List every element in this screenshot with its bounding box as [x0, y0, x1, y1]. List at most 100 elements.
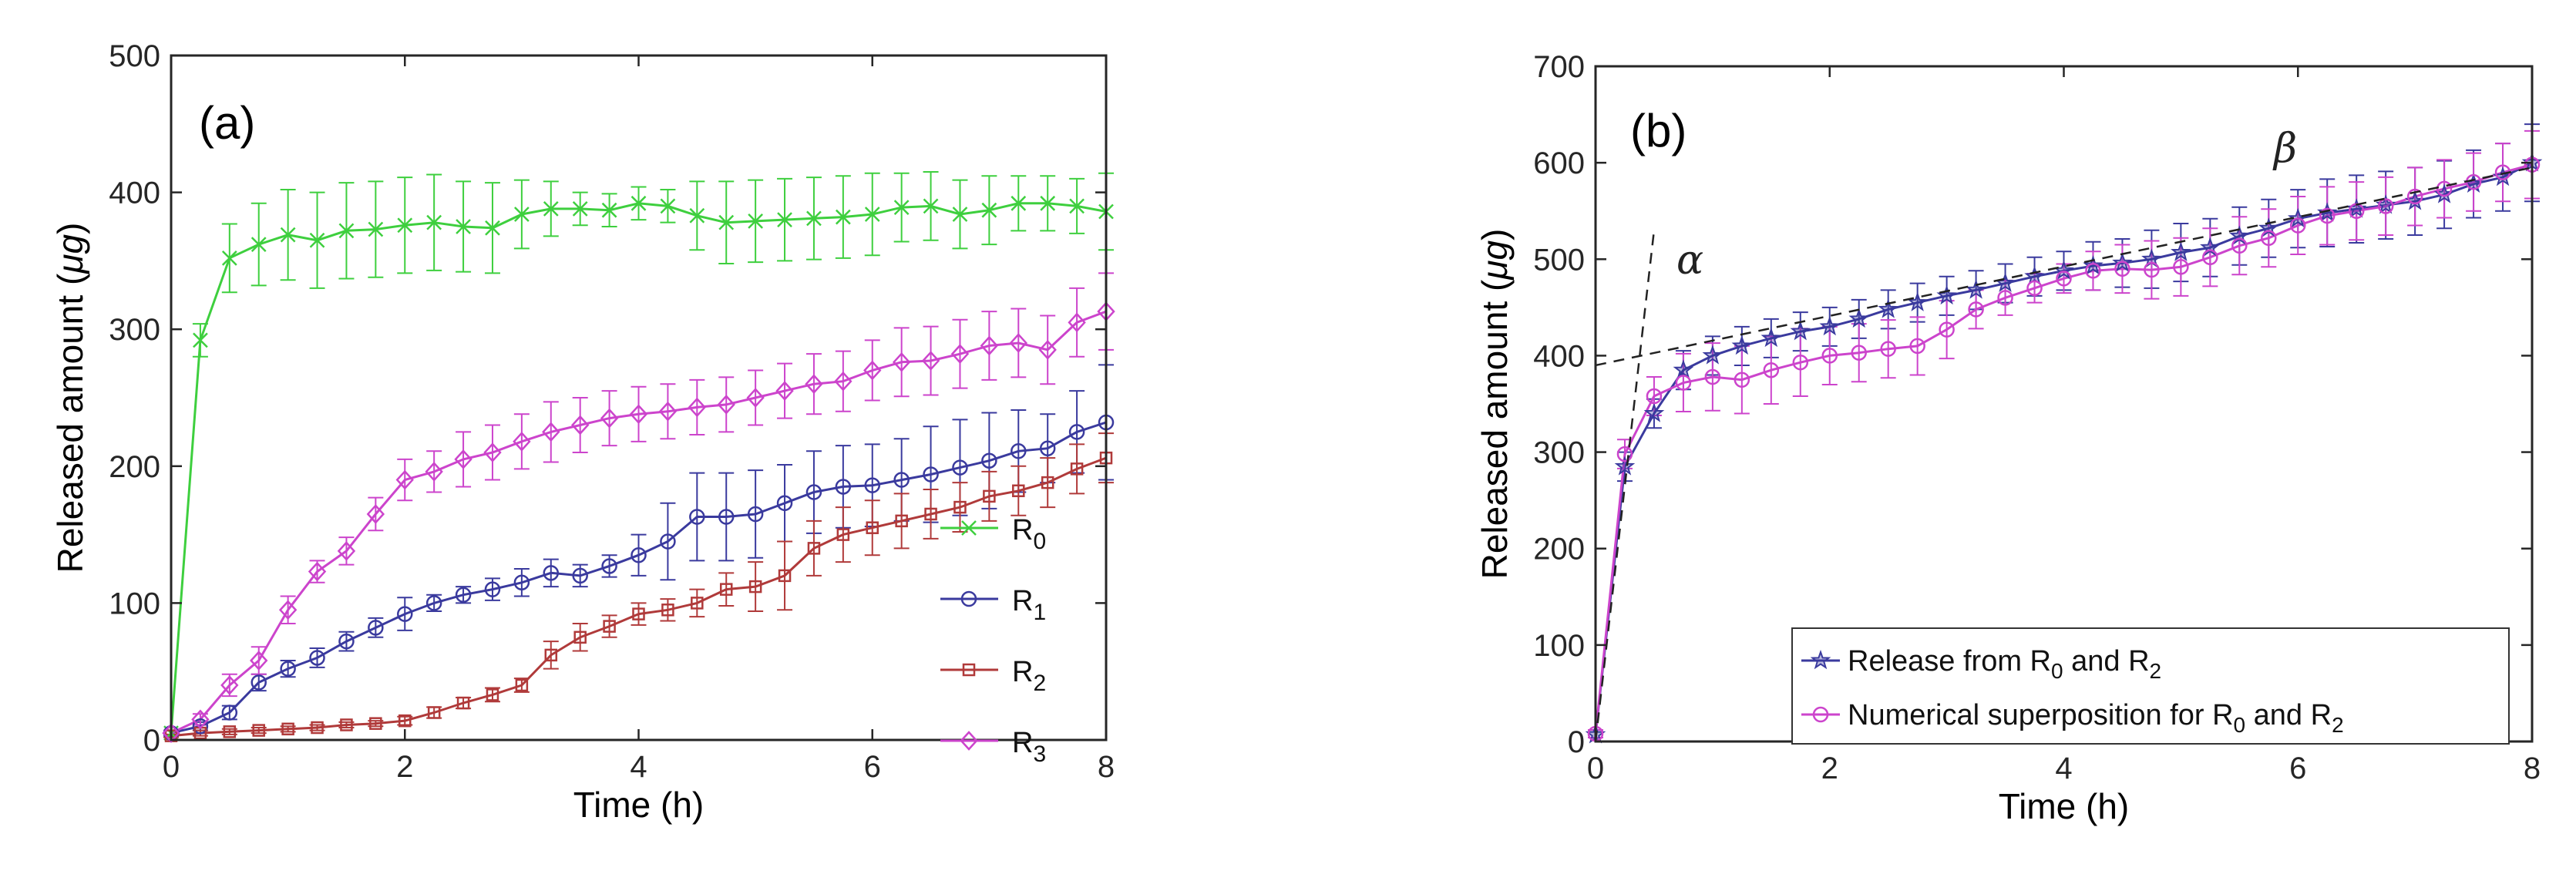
- x-tick-label: 6: [2289, 752, 2306, 785]
- y-tick: 300: [109, 313, 1106, 347]
- data-point: [1819, 315, 1840, 336]
- data-point: [543, 201, 559, 217]
- data-point: [601, 558, 617, 574]
- data-point: [456, 696, 470, 710]
- data-point: [1070, 462, 1084, 476]
- data-point: [486, 688, 499, 701]
- data-point: [2085, 263, 2101, 279]
- data-point: [340, 718, 353, 731]
- series-line: [170, 310, 1107, 735]
- data-point: [952, 459, 968, 476]
- chart-a: 0 2 4 6 8 0 100 200 300 400 500 (a) Time (h) Relea…: [50, 39, 1115, 825]
- data-point: [2202, 249, 2218, 266]
- y-tick: 600: [1533, 146, 2532, 180]
- data-point: [250, 651, 268, 671]
- data-point: [689, 207, 705, 224]
- legend-marker: [962, 663, 976, 677]
- x-tick: 0: [163, 55, 180, 784]
- chart-a-panel-label: (a): [199, 97, 255, 149]
- y-tick-label: 500: [109, 39, 160, 73]
- data-point: [2026, 280, 2043, 297]
- alpha-tangent: [1594, 230, 1656, 742]
- y-tick-label: 700: [1533, 50, 1585, 84]
- data-point: [601, 202, 617, 218]
- data-point: [748, 580, 762, 593]
- data-point: [192, 718, 209, 735]
- data-point: [278, 600, 298, 620]
- legend-entry: Release from R0 and R2: [1801, 645, 2161, 683]
- legend-marker: [960, 731, 978, 751]
- data-point: [221, 704, 238, 721]
- data-point: [923, 466, 939, 483]
- data-point: [775, 381, 794, 401]
- data-point: [454, 449, 472, 469]
- data-point: [1997, 290, 2013, 306]
- data-point: [1068, 424, 1085, 440]
- data-point: [718, 214, 735, 230]
- data-point: [1760, 327, 1782, 348]
- data-point: [746, 388, 765, 408]
- data-point: [513, 207, 530, 222]
- data-point: [719, 583, 733, 596]
- legend-label: Release from R0 and R2: [1848, 645, 2161, 683]
- x-tick-label: 0: [163, 750, 180, 784]
- data-point: [1939, 321, 1955, 338]
- x-tick: 0: [1587, 66, 1604, 785]
- data-point: [2024, 265, 2045, 286]
- data-point: [805, 484, 822, 500]
- data-point: [308, 561, 327, 582]
- data-point: [513, 431, 531, 452]
- chart-b-xlabel: Time (h): [1999, 786, 2130, 826]
- data-point: [544, 648, 558, 662]
- x-tick: 2: [396, 55, 413, 784]
- data-point: [1792, 354, 1809, 371]
- data-point: [425, 462, 443, 482]
- x-tick-label: 4: [630, 750, 647, 784]
- data-point: [281, 722, 294, 736]
- data-point: [981, 202, 997, 218]
- data-point: [542, 422, 560, 442]
- data-point: [631, 195, 647, 211]
- data-point: [395, 469, 414, 490]
- data-point: [1880, 341, 1896, 357]
- y-tick-label: 500: [1533, 243, 1585, 277]
- data-point: [950, 344, 970, 365]
- data-point: [836, 528, 850, 541]
- y-tick: 100: [1533, 629, 2532, 663]
- y-tick-label: 400: [109, 177, 160, 210]
- y-tick-label: 0: [1568, 725, 1585, 759]
- data-point: [1731, 335, 1753, 355]
- data-point: [1012, 484, 1025, 498]
- data-point: [952, 207, 968, 222]
- data-point: [397, 606, 413, 622]
- legend-label: R0: [1012, 514, 1046, 554]
- data-point: [366, 504, 385, 524]
- data-point: [1614, 456, 1636, 476]
- data-point: [717, 395, 735, 415]
- data-point: [1790, 321, 1811, 341]
- legend-subscript: 0: [2234, 713, 2246, 737]
- data-point: [2114, 261, 2130, 277]
- series-line: [170, 456, 1107, 738]
- data-point: [661, 604, 674, 617]
- x-tick: 8: [2524, 66, 2541, 785]
- y-tick-label: 300: [1533, 436, 1585, 470]
- data-point: [778, 569, 792, 583]
- ylabel-unit: μg: [1475, 240, 1515, 281]
- data-point: [980, 335, 999, 356]
- beta-annotation: β: [2272, 126, 2297, 172]
- legend-entry: R1: [940, 585, 1046, 625]
- data-point: [953, 500, 967, 514]
- data-point: [162, 723, 180, 743]
- x-tick: 8: [1098, 55, 1115, 784]
- y-tick-label: 200: [1533, 533, 1585, 567]
- data-point: [1041, 476, 1054, 489]
- ylabel-prefix: Released amount (: [1475, 279, 1515, 579]
- data-point: [2319, 207, 2336, 224]
- data-point: [426, 214, 442, 230]
- series-line: [1594, 163, 2533, 735]
- data-point: [892, 351, 911, 372]
- data-point: [1763, 361, 1780, 378]
